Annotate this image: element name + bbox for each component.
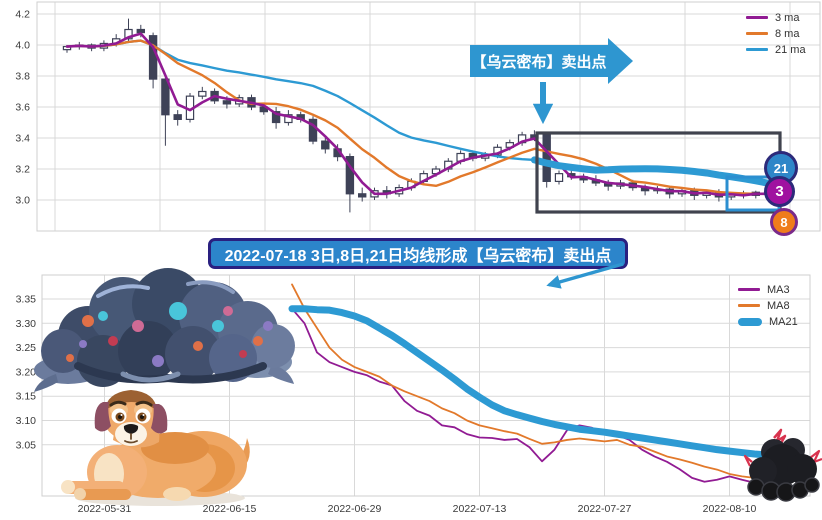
ma21-swatch (746, 48, 768, 51)
top-legend: 3 ma 8 ma 21 ma (746, 11, 806, 56)
legend-label-MA8: MA8 (767, 299, 790, 312)
legend-item-MA21: MA21 (738, 315, 798, 328)
sell-point-banner: 【乌云密布】卖出点 (470, 38, 633, 84)
MA3-swatch (738, 288, 760, 291)
svg-text:4.0: 4.0 (15, 40, 30, 52)
legend-label-MA3: MA3 (767, 283, 790, 296)
badge-ma21: 21 (764, 151, 798, 185)
ma3-swatch (746, 16, 768, 19)
badge-ma8: 8 (770, 208, 798, 236)
svg-text:3.15: 3.15 (16, 391, 37, 403)
svg-text:2022-07-27: 2022-07-27 (578, 503, 632, 515)
badge-ma3: 3 (764, 176, 795, 207)
svg-text:2022-08-10: 2022-08-10 (703, 503, 757, 515)
legend-item-8ma: 8 ma (746, 27, 806, 40)
svg-text:3.2: 3.2 (15, 164, 30, 176)
svg-text:2022-07-13: 2022-07-13 (453, 503, 507, 515)
ma8-line (291, 283, 768, 480)
ma21-line (65, 39, 770, 185)
svg-text:2022-06-29: 2022-06-29 (328, 503, 382, 515)
caption-arrow (546, 262, 624, 289)
top-grid: 4.2 4.0 3.8 3.6 3.4 3.2 3.0 (15, 1, 821, 232)
pattern-caption-label: 2022-07-18 3日,8日,21日均线形成【乌云密布】卖出点 (224, 247, 612, 265)
svg-text:4.2: 4.2 (15, 9, 30, 21)
svg-text:3.4: 3.4 (15, 133, 30, 145)
ma3-line (65, 32, 770, 197)
svg-text:3.25: 3.25 (16, 342, 37, 354)
legend-label-8ma: 8 ma (775, 27, 800, 40)
svg-text:3.8: 3.8 (15, 71, 30, 83)
moving-average-chart: 3.35 3.30 3.25 3.20 3.15 3.10 3.05 2022-05-31 20… (16, 274, 811, 515)
bottom-legend: MA3 MA8 MA21 (738, 283, 798, 328)
svg-text:2022-05-31: 2022-05-31 (78, 503, 132, 515)
candlestick-chart: 4.2 4.0 3.8 3.6 3.4 3.2 3.0 (15, 1, 821, 232)
svg-text:3.05: 3.05 (16, 439, 37, 451)
svg-text:3.10: 3.10 (16, 415, 37, 427)
badge-ma21-label: 21 (773, 160, 789, 176)
ma3-line (291, 307, 768, 484)
badge-ma8-label: 8 (780, 214, 788, 230)
legend-label-MA21: MA21 (769, 315, 798, 328)
svg-text:3.6: 3.6 (15, 102, 30, 114)
svg-text:3.35: 3.35 (16, 294, 37, 306)
svg-text:3.0: 3.0 (15, 195, 30, 207)
ma21-line (288, 305, 771, 459)
legend-item-MA3: MA3 (738, 283, 798, 296)
legend-item-3ma: 3 ma (746, 11, 806, 24)
sell-point-banner-label: 【乌云密布】卖出点 (471, 53, 607, 71)
ma8-line (65, 39, 770, 196)
ma8-swatch (746, 32, 768, 35)
legend-label-21ma: 21 ma (775, 43, 806, 56)
legend-item-MA8: MA8 (738, 299, 798, 312)
MA8-swatch (738, 304, 760, 307)
badge-ma3-label: 3 (775, 183, 784, 200)
svg-text:2022-06-15: 2022-06-15 (203, 503, 257, 515)
MA21-swatch (738, 317, 762, 326)
pattern-caption: 2022-07-18 3日,8日,21日均线形成【乌云密布】卖出点 (208, 238, 628, 269)
svg-text:3.20: 3.20 (16, 366, 37, 378)
svg-text:3.30: 3.30 (16, 318, 37, 330)
ma21-highlight-line (530, 156, 772, 187)
legend-label-3ma: 3 ma (775, 11, 800, 24)
legend-item-21ma: 21 ma (746, 43, 806, 56)
